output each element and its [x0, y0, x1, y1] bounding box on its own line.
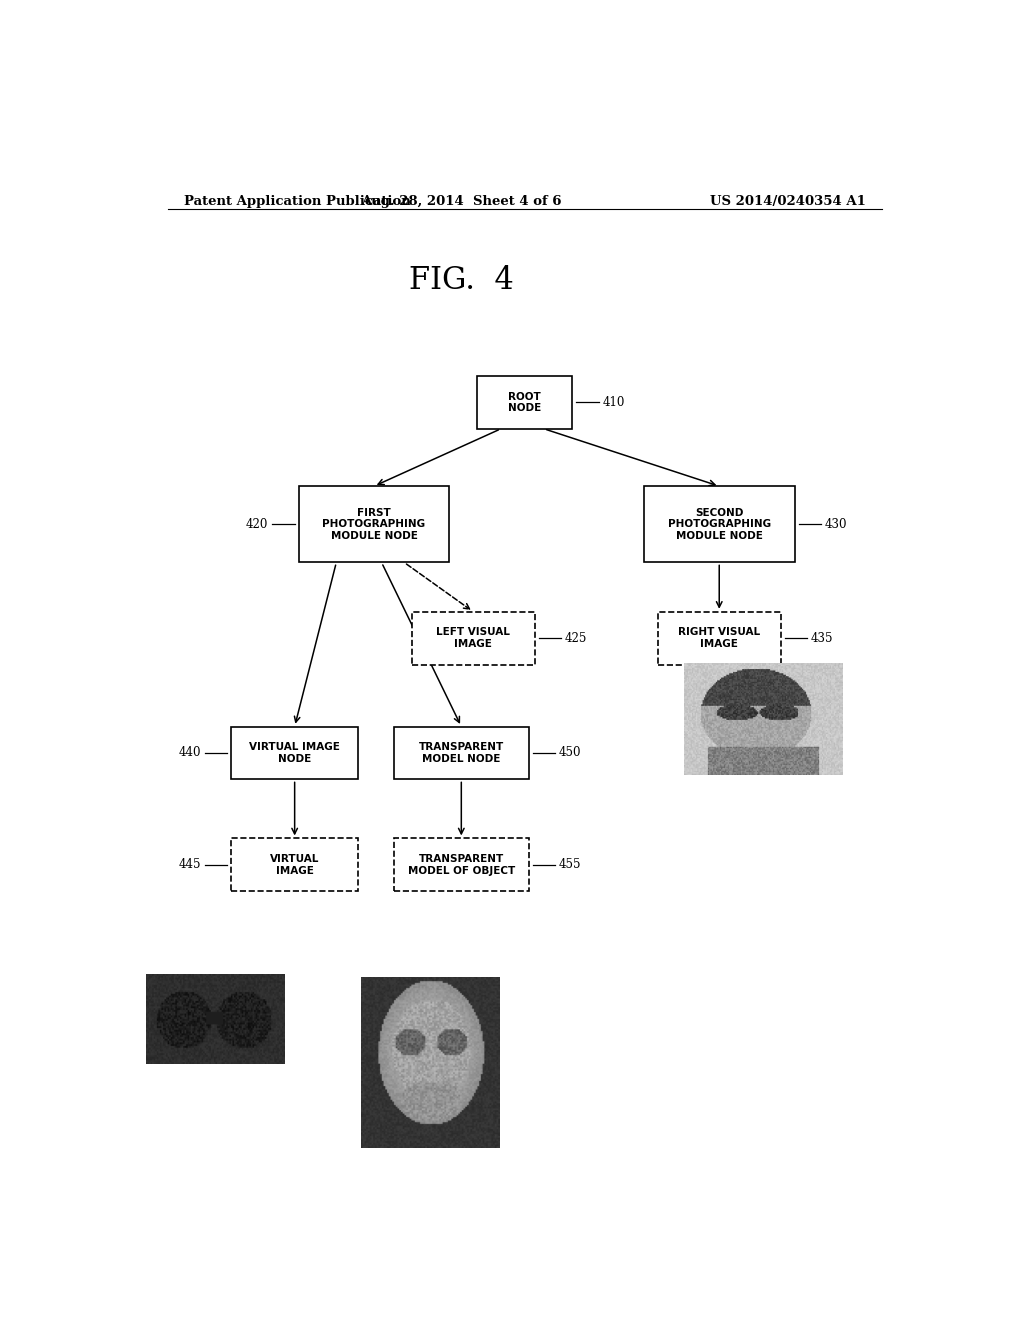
Text: Patent Application Publication: Patent Application Publication: [183, 194, 411, 207]
FancyBboxPatch shape: [394, 838, 528, 891]
Text: RIGHT VISUAL
IMAGE: RIGHT VISUAL IMAGE: [678, 627, 760, 649]
Text: 430: 430: [824, 517, 847, 531]
FancyBboxPatch shape: [412, 611, 535, 664]
Text: 450: 450: [559, 747, 582, 759]
Text: 455: 455: [559, 858, 582, 871]
Text: SECOND
PHOTOGRAPHING
MODULE NODE: SECOND PHOTOGRAPHING MODULE NODE: [668, 508, 771, 541]
FancyBboxPatch shape: [477, 376, 572, 429]
Text: ROOT
NODE: ROOT NODE: [508, 392, 542, 413]
Text: 425: 425: [565, 632, 587, 644]
FancyBboxPatch shape: [231, 726, 358, 779]
Text: TRANSPARENT
MODEL NODE: TRANSPARENT MODEL NODE: [419, 742, 504, 764]
Text: Aug. 28, 2014  Sheet 4 of 6: Aug. 28, 2014 Sheet 4 of 6: [361, 194, 561, 207]
FancyBboxPatch shape: [231, 838, 358, 891]
FancyBboxPatch shape: [299, 486, 450, 562]
Text: 420: 420: [246, 517, 268, 531]
Text: VIRTUAL
IMAGE: VIRTUAL IMAGE: [270, 854, 319, 875]
FancyBboxPatch shape: [657, 611, 780, 664]
Text: 435: 435: [811, 632, 834, 644]
Text: 440: 440: [178, 747, 201, 759]
Text: TRANSPARENT
MODEL OF OBJECT: TRANSPARENT MODEL OF OBJECT: [408, 854, 515, 875]
Text: US 2014/0240354 A1: US 2014/0240354 A1: [711, 194, 866, 207]
FancyBboxPatch shape: [644, 486, 795, 562]
Text: LEFT VISUAL
IMAGE: LEFT VISUAL IMAGE: [436, 627, 510, 649]
Text: 410: 410: [602, 396, 625, 409]
Text: VIRTUAL IMAGE
NODE: VIRTUAL IMAGE NODE: [249, 742, 340, 764]
Text: FIRST
PHOTOGRAPHING
MODULE NODE: FIRST PHOTOGRAPHING MODULE NODE: [323, 508, 426, 541]
FancyBboxPatch shape: [394, 726, 528, 779]
Text: FIG.  4: FIG. 4: [409, 265, 514, 296]
Text: 445: 445: [178, 858, 201, 871]
